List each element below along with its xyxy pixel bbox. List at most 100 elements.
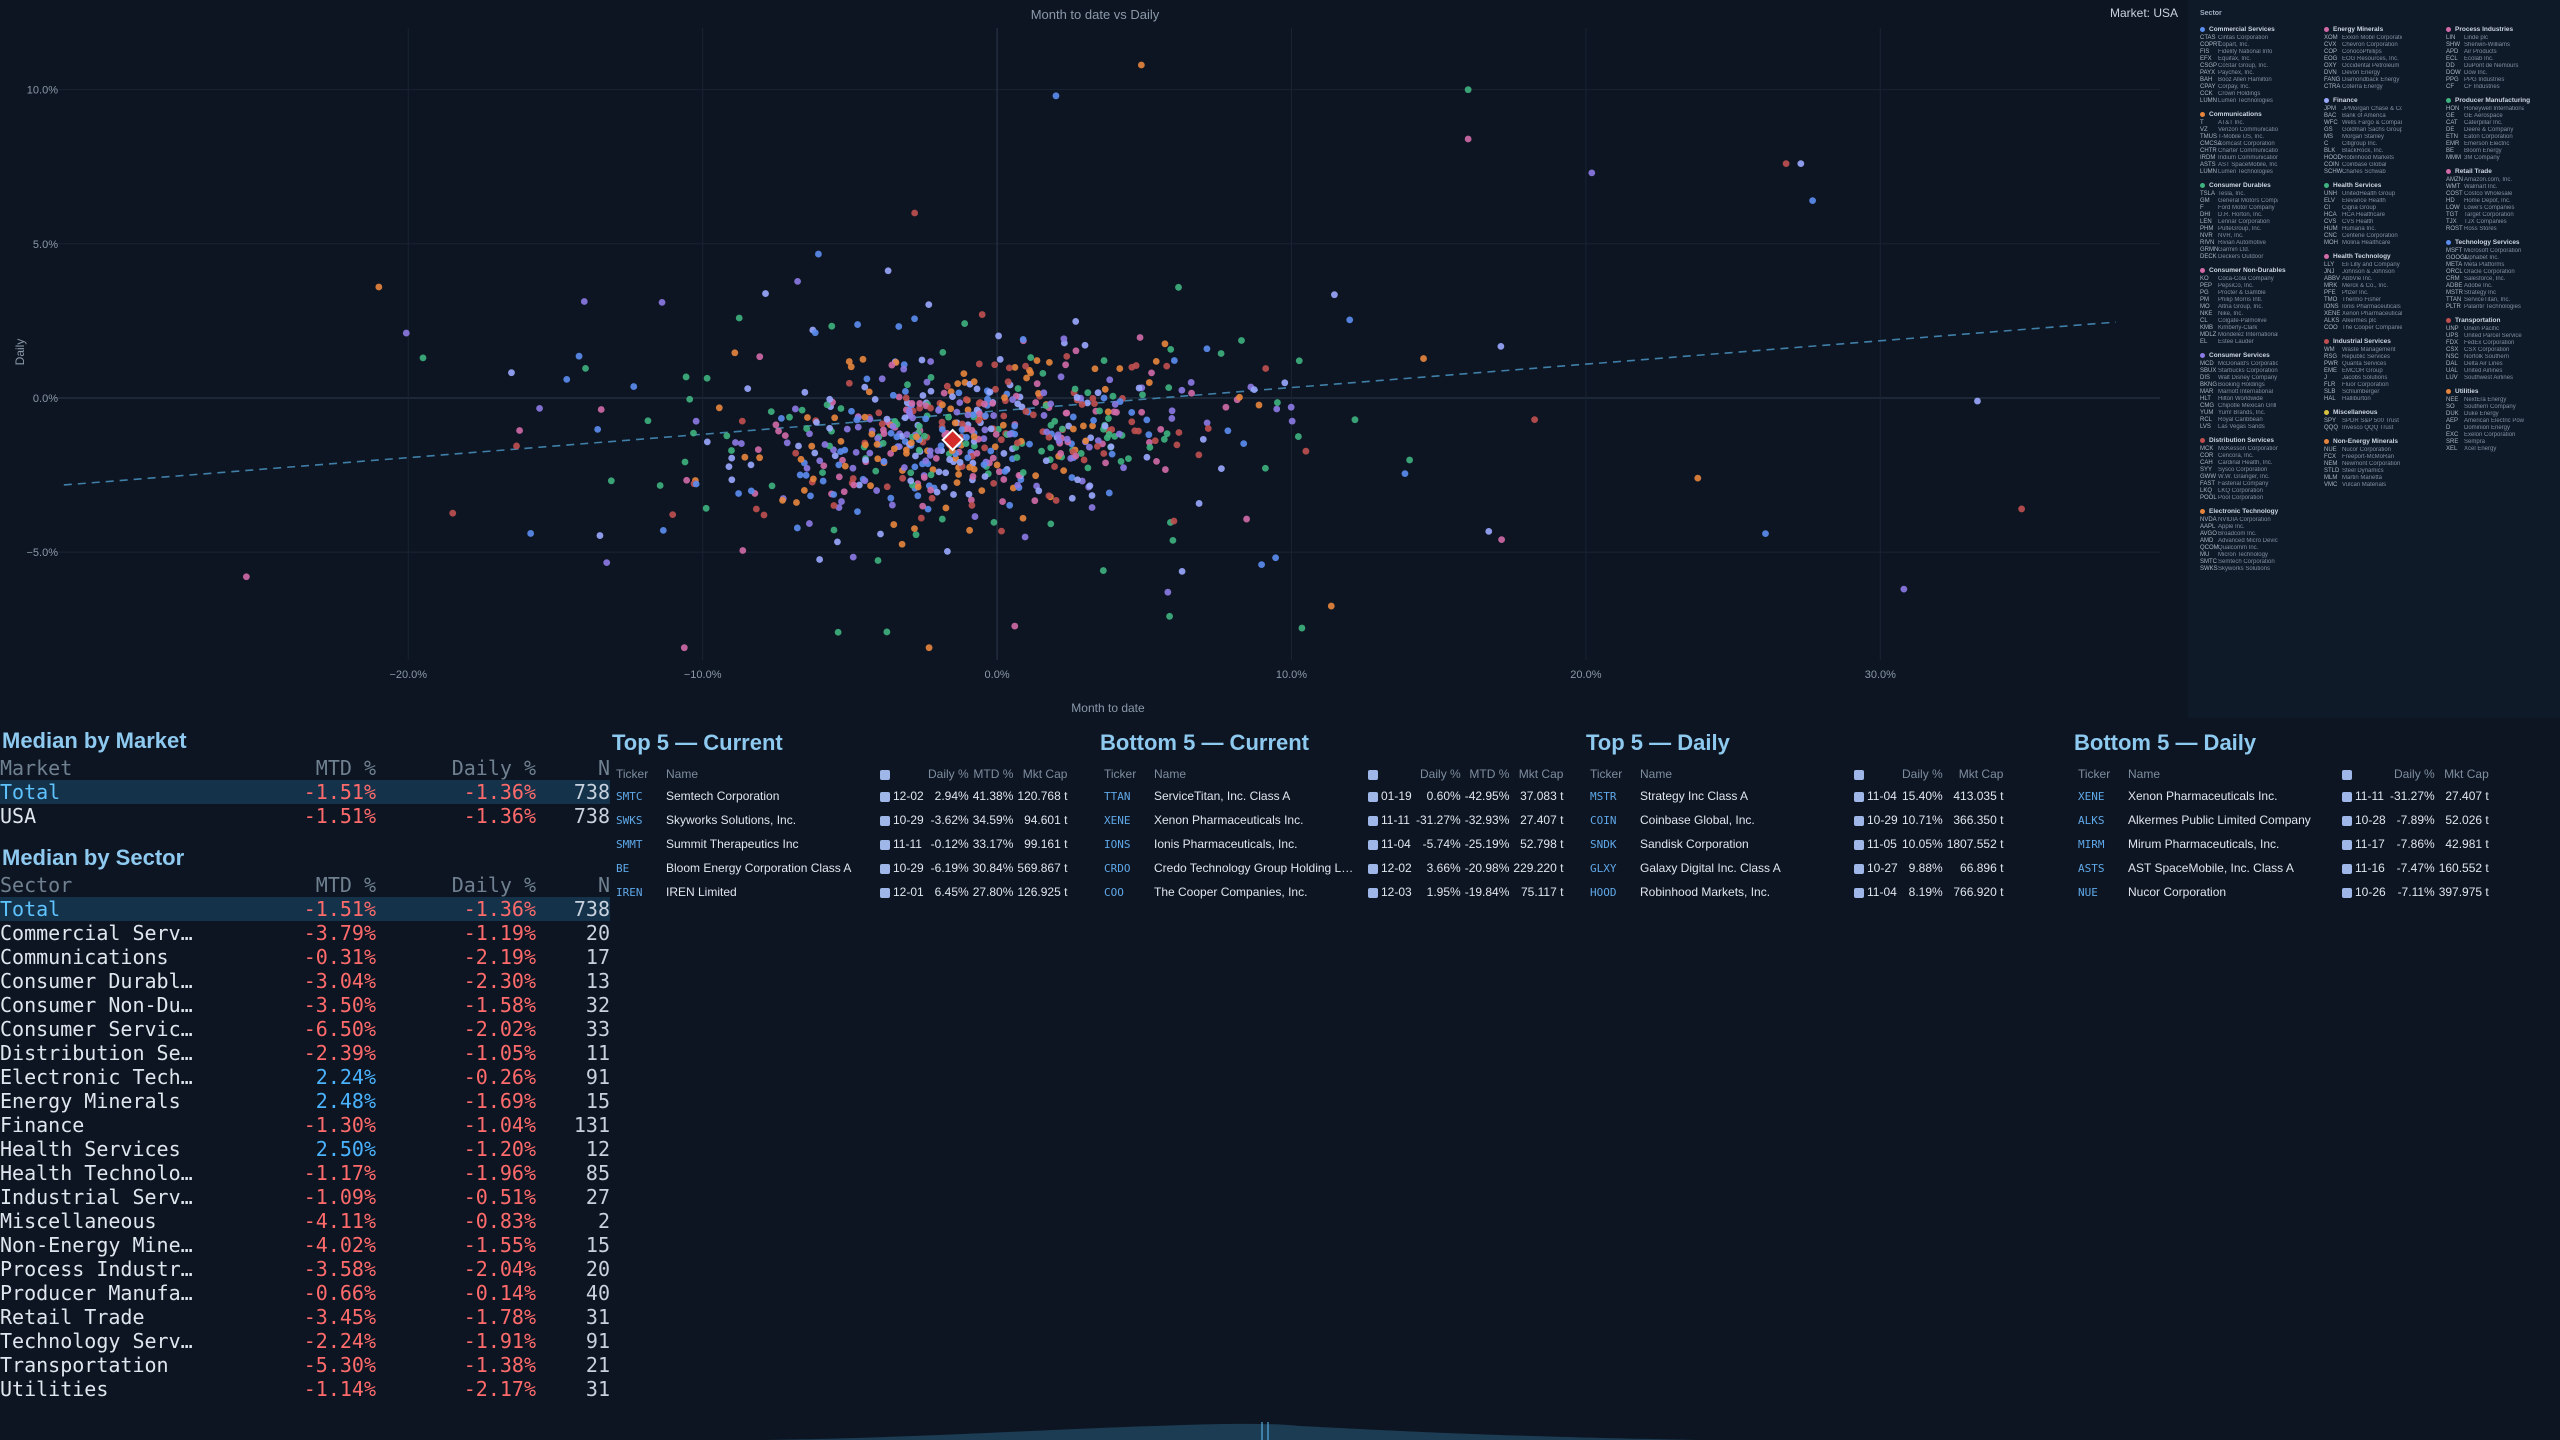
table-row[interactable]: Producer Manufa… -0.66% -0.14% 40 xyxy=(0,1281,610,1305)
legend-item[interactable]: MSTR Strategy Inc xyxy=(2446,290,2560,297)
table-row[interactable]: Total -1.51% -1.36% 738 xyxy=(0,897,610,921)
legend-item[interactable]: GWW W.W. Grainger, Inc. xyxy=(2200,474,2318,481)
column-header[interactable]: Mkt Cap xyxy=(2444,767,2489,781)
legend-item[interactable]: QQQ Invesco QQQ Trust xyxy=(2324,425,2442,432)
sector-legend-panel[interactable]: Sector Commercial Services CTAS Cintas Cor… xyxy=(2188,0,2560,718)
legend-sector[interactable]: Finance JPM JPMorgan Chase & Co. BAC Bank of… xyxy=(2324,97,2442,176)
legend-item[interactable]: COPRT Copart, Inc. xyxy=(2200,42,2318,49)
table-row[interactable]: SMMT Summit Therapeutics Inc 11-11 -0.12% 33… xyxy=(614,832,1069,856)
legend-item[interactable]: EXC Exelon Corporation xyxy=(2446,432,2560,439)
legend-item[interactable]: OXY Occidental Petroleum xyxy=(2324,63,2442,70)
legend-item[interactable]: CPAY Corpay, Inc. xyxy=(2200,84,2318,91)
legend-item[interactable]: MDLZ Mondelez International xyxy=(2200,332,2318,339)
legend-item[interactable]: XOM Exxon Mobil Corporation xyxy=(2324,35,2442,42)
legend-item[interactable]: PFE Pfizer Inc. xyxy=(2324,290,2442,297)
legend-item[interactable]: F Ford Motor Company xyxy=(2200,205,2318,212)
legend-item[interactable]: PHM PulteGroup, Inc. xyxy=(2200,226,2318,233)
legend-sector[interactable]: Commercial Services CTAS Cintas Corporatio… xyxy=(2200,26,2318,105)
legend-item[interactable]: FLR Fluor Corporation xyxy=(2324,382,2442,389)
legend-item[interactable]: HON Honeywell International xyxy=(2446,106,2560,113)
legend-item[interactable]: LUMN Lumen Technologies xyxy=(2200,98,2318,105)
table-row[interactable]: CRDO Credo Technology Group Holding L… 12-… xyxy=(1102,856,1565,880)
legend-item[interactable]: QCOM Qualcomm Inc. xyxy=(2200,545,2318,552)
legend-item[interactable]: IRDM Iridium Communications xyxy=(2200,155,2318,162)
cell-ticker[interactable]: MSTR xyxy=(1588,784,1638,808)
legend-sector[interactable]: Consumer Non-Durables KO Coca-Cola Company… xyxy=(2200,267,2318,346)
legend-item[interactable]: MMM 3M Company xyxy=(2446,155,2560,162)
cell-ticker[interactable]: ASTS xyxy=(2076,856,2126,880)
legend-item[interactable]: C Citigroup Inc. xyxy=(2324,141,2442,148)
table-row[interactable]: Non-Energy Mine… -4.02% -1.55% 15 xyxy=(0,1233,610,1257)
legend-item[interactable]: EMR Emerson Electric xyxy=(2446,141,2560,148)
legend-item[interactable]: UNH UnitedHealth Group xyxy=(2324,191,2442,198)
legend-item[interactable]: AMD Advanced Micro Devices xyxy=(2200,538,2318,545)
cell-ticker[interactable]: COIN xyxy=(1588,808,1638,832)
legend-item[interactable]: JNJ Johnson & Johnson xyxy=(2324,269,2442,276)
legend-item[interactable]: PPG PPG Industries xyxy=(2446,77,2560,84)
legend-item[interactable]: CSX CSX Corporation xyxy=(2446,347,2560,354)
column-header[interactable]: Daily % xyxy=(1902,767,1943,781)
legend-item[interactable]: MCD McDonald's Corporation xyxy=(2200,361,2318,368)
legend-item[interactable]: ELV Elevance Health xyxy=(2324,198,2442,205)
column-header[interactable]: Mkt Cap xyxy=(1518,767,1564,781)
legend-item[interactable]: TTAN ServiceTitan, Inc. xyxy=(2446,297,2560,304)
legend-item[interactable]: ASTS AST SpaceMobile, Inc. xyxy=(2200,162,2318,169)
legend-item[interactable]: WFC Wells Fargo & Company xyxy=(2324,120,2442,127)
legend-item[interactable]: HD Home Depot, Inc. xyxy=(2446,198,2560,205)
table-row[interactable]: Commercial Serv… -3.79% -1.19% 20 xyxy=(0,921,610,945)
legend-item[interactable]: POOL Pool Corporation xyxy=(2200,495,2318,502)
table-row[interactable]: SWKS Skyworks Solutions, Inc. 10-29 -3.62% 3… xyxy=(614,808,1069,832)
legend-item[interactable]: BAH Booz Allen Hamilton xyxy=(2200,77,2318,84)
legend-item[interactable]: SWKS Skyworks Solutions xyxy=(2200,566,2318,573)
table-row[interactable]: Electronic Tech… 2.24% -0.26% 91 xyxy=(0,1065,610,1089)
legend-item[interactable]: DOW Dow Inc. xyxy=(2446,70,2560,77)
legend-item[interactable]: FAST Fastenal Company xyxy=(2200,481,2318,488)
legend-item[interactable]: CTAS Cintas Corporation xyxy=(2200,35,2318,42)
legend-item[interactable]: MS Morgan Stanley xyxy=(2324,134,2442,141)
cell-ticker[interactable]: BE xyxy=(614,856,664,880)
column-header[interactable]: Name xyxy=(2128,767,2161,781)
table-row[interactable]: GLXY Galaxy Digital Inc. Class A 10-27 9.88… xyxy=(1588,856,2005,880)
column-header[interactable]: Name xyxy=(1640,767,1673,781)
column-header[interactable]: Daily % xyxy=(2394,767,2435,781)
legend-item[interactable]: RIVN Rivian Automotive xyxy=(2200,240,2318,247)
legend-item[interactable]: LOW Lowe's Companies xyxy=(2446,205,2560,212)
table-row[interactable]: Consumer Durabl… -3.04% -2.30% 13 xyxy=(0,969,610,993)
legend-item[interactable]: FANG Diamondback Energy xyxy=(2324,77,2442,84)
table-row[interactable]: TTAN ServiceTitan, Inc. Class A 01-19 0.60%… xyxy=(1102,784,1565,808)
legend-item[interactable]: YUM Yum! Brands, Inc. xyxy=(2200,410,2318,417)
legend-item[interactable]: NVR NVR, Inc. xyxy=(2200,233,2318,240)
legend-item[interactable]: SO Southern Company xyxy=(2446,404,2560,411)
legend-sector[interactable]: Retail Trade AMZN Amazon.com, Inc. WMT Walma… xyxy=(2446,168,2560,233)
legend-item[interactable]: BLK BlackRock, Inc. xyxy=(2324,148,2442,155)
legend-item[interactable]: GRMN Garmin Ltd. xyxy=(2200,247,2318,254)
legend-item[interactable]: DECK Deckers Outdoor xyxy=(2200,254,2318,261)
table-row[interactable]: Utilities -1.14% -2.17% 31 xyxy=(0,1377,610,1401)
legend-item[interactable]: ROST Ross Stores xyxy=(2446,226,2560,233)
legend-item[interactable]: NVDA NVIDIA Corporation xyxy=(2200,517,2318,524)
legend-item[interactable]: D Dominion Energy xyxy=(2446,425,2560,432)
legend-item[interactable]: BKNG Booking Holdings xyxy=(2200,382,2318,389)
legend-item[interactable]: LEN Lennar Corporation xyxy=(2200,219,2318,226)
legend-item[interactable]: NKE Nike, Inc. xyxy=(2200,311,2318,318)
cell-ticker[interactable]: TTAN xyxy=(1102,784,1152,808)
legend-item[interactable]: ADBE Adobe Inc. xyxy=(2446,283,2560,290)
legend-item[interactable]: SRE Sempra xyxy=(2446,439,2560,446)
legend-item[interactable]: VMC Vulcan Materials xyxy=(2324,482,2442,489)
legend-item[interactable]: HAL Halliburton xyxy=(2324,396,2442,403)
legend-item[interactable]: DAL Delta Air Lines xyxy=(2446,361,2560,368)
legend-item[interactable]: APD Air Products xyxy=(2446,49,2560,56)
table-row[interactable]: IREN IREN Limited 12-01 6.45% 27.80% 126.925 … xyxy=(614,880,1069,904)
legend-item[interactable]: DE Deere & Company xyxy=(2446,127,2560,134)
table-row[interactable]: SNDK Sandisk Corporation 11-05 10.05% 1807.5… xyxy=(1588,832,2005,856)
legend-item[interactable]: ALKS Alkermes plc xyxy=(2324,318,2442,325)
legend-item[interactable]: RSG Republic Services xyxy=(2324,354,2442,361)
legend-item[interactable]: XENE Xenon Pharmaceuticals xyxy=(2324,311,2442,318)
legend-item[interactable]: SCHW Charles Schwab xyxy=(2324,169,2442,176)
table-row[interactable]: Health Technolo… -1.17% -1.96% 85 xyxy=(0,1161,610,1185)
legend-item[interactable]: KO Coca-Cola Company xyxy=(2200,276,2318,283)
legend-item[interactable]: PWR Quanta Services xyxy=(2324,361,2442,368)
legend-item[interactable]: MOH Molina Healthcare xyxy=(2324,240,2442,247)
legend-item[interactable]: CF CF Industries xyxy=(2446,84,2560,91)
cell-ticker[interactable]: HOOD xyxy=(1588,880,1638,904)
